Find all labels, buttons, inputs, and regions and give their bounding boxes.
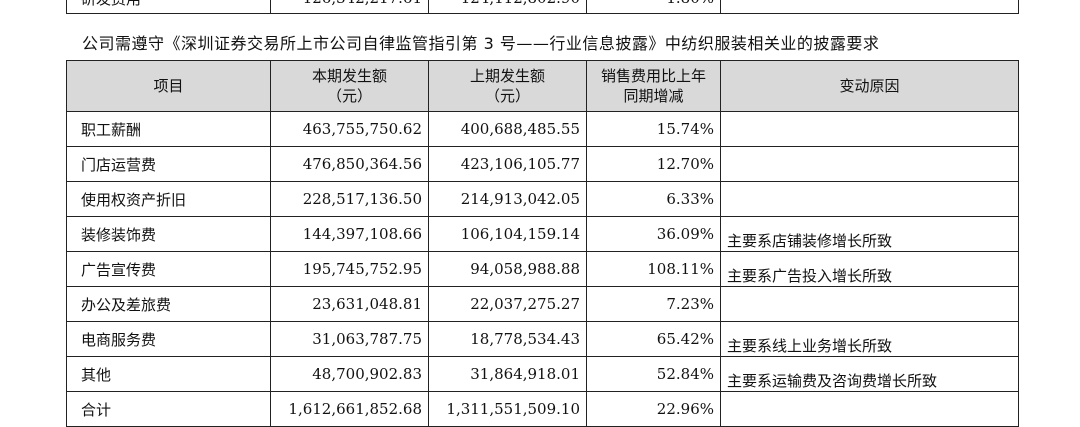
change-percent: 52.84%	[586, 356, 721, 392]
change-percent: 15.74%	[586, 111, 721, 147]
disclosure-note: 公司需遵守《深圳证券交易所上市公司自律监管指引第 3 号——行业信息披露》中纺织…	[82, 34, 880, 53]
header-reason: 变动原因	[720, 60, 1019, 112]
current-amount: 463,755,750.62	[270, 111, 429, 147]
table-row: 门店运营费 476,850,364.56 423,106,105.77 12.70%	[66, 146, 1019, 182]
header-previous: 上期发生额 （元）	[428, 60, 587, 112]
previous-amount: 94,058,988.88	[428, 251, 587, 287]
table-row: 电商服务费 31,063,787.75 18,778,534.43 65.42% 主要系…	[66, 321, 1019, 357]
previous-amount: 423,106,105.77	[428, 146, 587, 182]
table-row: 合计 1,612,661,852.68 1,311,551,509.10 22.96%	[66, 391, 1019, 427]
table-row: 职工薪酬 463,755,750.62 400,688,485.55 15.74%	[66, 111, 1019, 147]
current-amount: 228,517,136.50	[270, 181, 429, 217]
previous-amount: 106,104,159.14	[428, 216, 587, 252]
row-item: 办公及差旅费	[66, 286, 271, 322]
previous-amount: 124,112,802.90	[428, 0, 587, 14]
current-amount: 31,063,787.75	[270, 321, 429, 357]
row-label: 研发费用	[66, 0, 271, 14]
change-reason: 主要系店铺装修增长所致	[720, 216, 1019, 252]
previous-table-fragment: 研发费用 126,342,217.61 124,112,802.90 1.80%	[66, 0, 1019, 14]
table-row: 其他 48,700,902.83 31,864,918.01 52.84% 主要系运输费…	[66, 356, 1019, 392]
current-amount: 144,397,108.66	[270, 216, 429, 252]
sales-expense-table: 项目 本期发生额 （元） 上期发生额 （元） 销售费用比上年 同期增减 变动原因 职工…	[66, 60, 1019, 427]
table-row: 研发费用 126,342,217.61 124,112,802.90 1.80%	[66, 0, 1019, 14]
row-item: 职工薪酬	[66, 111, 271, 147]
table-row: 办公及差旅费 23,631,048.81 22,037,275.27 7.23%	[66, 286, 1019, 322]
previous-amount: 18,778,534.43	[428, 321, 587, 357]
previous-amount: 214,913,042.05	[428, 181, 587, 217]
change-reason	[720, 146, 1019, 182]
change-reason: 主要系广告投入增长所致	[720, 251, 1019, 287]
row-item: 电商服务费	[66, 321, 271, 357]
current-amount: 23,631,048.81	[270, 286, 429, 322]
current-amount: 476,850,364.56	[270, 146, 429, 182]
header-item: 项目	[66, 60, 271, 112]
row-item: 合计	[66, 391, 271, 427]
change-reason	[720, 391, 1019, 427]
table-row: 广告宣传费 195,745,752.95 94,058,988.88 108.11% 主…	[66, 251, 1019, 287]
current-amount: 126,342,217.61	[270, 0, 429, 14]
current-amount: 48,700,902.83	[270, 356, 429, 392]
table-row: 使用权资产折旧 228,517,136.50 214,913,042.05 6.33%	[66, 181, 1019, 217]
change-percent: 36.09%	[586, 216, 721, 252]
change-reason	[720, 286, 1019, 322]
change-reason: 主要系运输费及咨询费增长所致	[720, 356, 1019, 392]
change-percent: 12.70%	[586, 146, 721, 182]
header-row: 项目 本期发生额 （元） 上期发生额 （元） 销售费用比上年 同期增减 变动原因	[66, 60, 1019, 112]
header-current: 本期发生额 （元）	[270, 60, 429, 112]
row-item: 其他	[66, 356, 271, 392]
current-amount: 1,612,661,852.68	[270, 391, 429, 427]
change-percent: 1.80%	[586, 0, 721, 14]
row-item: 门店运营费	[66, 146, 271, 182]
change-percent: 7.23%	[586, 286, 721, 322]
header-change: 销售费用比上年 同期增减	[586, 60, 721, 112]
row-item: 使用权资产折旧	[66, 181, 271, 217]
change-percent: 22.96%	[586, 391, 721, 427]
change-reason	[720, 181, 1019, 217]
previous-amount: 400,688,485.55	[428, 111, 587, 147]
change-percent: 108.11%	[586, 251, 721, 287]
row-item: 装修装饰费	[66, 216, 271, 252]
reason	[720, 0, 1019, 14]
table-row: 装修装饰费 144,397,108.66 106,104,159.14 36.09% 主…	[66, 216, 1019, 252]
row-item: 广告宣传费	[66, 251, 271, 287]
change-percent: 6.33%	[586, 181, 721, 217]
previous-amount: 1,311,551,509.10	[428, 391, 587, 427]
change-percent: 65.42%	[586, 321, 721, 357]
change-reason: 主要系线上业务增长所致	[720, 321, 1019, 357]
previous-amount: 31,864,918.01	[428, 356, 587, 392]
previous-amount: 22,037,275.27	[428, 286, 587, 322]
current-amount: 195,745,752.95	[270, 251, 429, 287]
change-reason	[720, 111, 1019, 147]
